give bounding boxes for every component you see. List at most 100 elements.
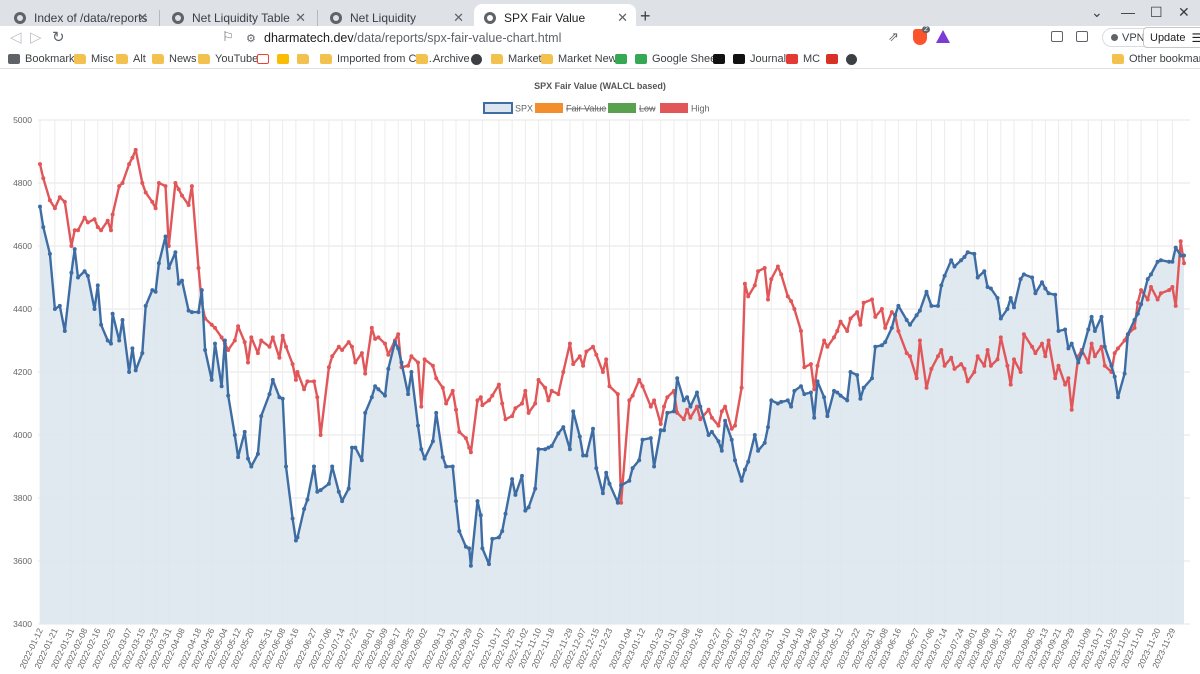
bookmark-folder[interactable] — [297, 51, 314, 67]
data-point-spx — [340, 499, 345, 504]
tab-net-liquidity[interactable]: Net Liquidity ✕ — [320, 4, 472, 32]
reload-icon[interactable]: ↻ — [52, 29, 65, 46]
data-point-spx — [952, 264, 957, 269]
data-point-high — [353, 360, 358, 365]
series-line-high — [38, 148, 1186, 504]
brave-rewards-icon[interactable] — [936, 30, 950, 43]
data-point-high — [959, 362, 964, 367]
data-point-spx — [893, 313, 898, 318]
data-point-spx — [487, 562, 491, 567]
data-point-spx — [904, 318, 909, 322]
bookmark-news[interactable]: News — [152, 51, 197, 67]
data-point-spx — [698, 404, 703, 409]
address-bar[interactable]: ⚙ dharmatech.dev/data/reports/spx-fair-v… — [238, 27, 950, 49]
update-button[interactable]: Update ☰ — [1143, 27, 1200, 48]
bookmark-misc[interactable]: Misc — [74, 51, 114, 67]
data-point-spx — [259, 414, 264, 419]
bookmark-label: MC — [803, 53, 821, 65]
bookmark-label: Market — [508, 53, 542, 65]
bookmark-sheets[interactable] — [615, 51, 632, 67]
y-tick-label: 3600 — [13, 556, 32, 566]
bookmark-page-icon[interactable]: ⚐ — [222, 29, 234, 44]
bookmark-bookmarks[interactable]: Bookmarks — [8, 51, 80, 67]
data-point-spx — [315, 489, 320, 494]
new-tab-button[interactable]: + — [640, 6, 651, 26]
bookmark-red[interactable] — [826, 51, 843, 67]
bookmark-site[interactable] — [471, 51, 487, 67]
data-point-spx — [959, 258, 964, 263]
data-point-spx — [594, 466, 599, 471]
data-point-high — [72, 228, 77, 233]
data-point-high — [373, 336, 378, 341]
bookmark-mc[interactable]: MC — [786, 51, 820, 67]
data-point-spx — [591, 426, 595, 431]
close-icon[interactable]: ✕ — [295, 10, 306, 25]
menu-icon[interactable]: ☰ — [1191, 30, 1200, 45]
sidebar-icon[interactable] — [1051, 31, 1063, 42]
bookmark-site-2[interactable] — [846, 51, 862, 67]
data-point-spx — [173, 250, 178, 255]
bookmark-alt[interactable]: Alt — [116, 51, 146, 67]
bookmark-sheet[interactable] — [277, 51, 294, 67]
tab-index-reports[interactable]: Index of /data/reports ✕ — [4, 4, 156, 32]
data-point-spx — [369, 395, 374, 400]
bookmark-gmail[interactable] — [257, 51, 274, 67]
bookmark-label: Alt — [133, 53, 146, 65]
data-point-high — [789, 299, 794, 304]
folder-icon — [491, 54, 503, 64]
bookmark-other[interactable]: Other bookmarks — [1112, 51, 1200, 67]
data-point-spx — [619, 483, 624, 488]
bookmark-imported[interactable]: Imported from Chr... — [320, 51, 435, 67]
forward-icon[interactable]: ▷ — [30, 29, 42, 46]
data-point-high — [468, 450, 473, 455]
bookmark-label: Market News — [558, 53, 623, 65]
data-point-spx — [82, 269, 87, 274]
bookmark-google-sheets[interactable]: Google Sheets — [635, 51, 725, 67]
data-point-high — [315, 395, 320, 400]
maximize-icon[interactable]: ☐ — [1150, 4, 1163, 20]
spx-fair-value-chart[interactable]: SPX Fair Value (WALCL based) SPX Fair Valu… — [0, 69, 1200, 674]
bookmark-market-news[interactable]: Market News — [541, 51, 622, 67]
bookmark-youtube[interactable]: YouTube — [198, 51, 258, 67]
share-icon[interactable]: ⇗ — [888, 29, 899, 44]
data-point-high — [709, 415, 714, 420]
toolbar: ◁ ▷ ↻ ⚐ ⚙ dharmatech.dev/data/reports/sp… — [0, 26, 1200, 50]
back-icon[interactable]: ◁ — [10, 29, 22, 46]
data-point-high — [284, 344, 288, 349]
data-point-high — [383, 341, 387, 346]
data-point-high — [1012, 357, 1016, 362]
close-window-icon[interactable]: ✕ — [1178, 4, 1190, 20]
data-point-spx — [1012, 305, 1016, 310]
data-point-high — [246, 360, 250, 365]
data-point-high — [1043, 354, 1048, 359]
bookmarks-bar: Bookmarks Misc Alt News YouTube Imported… — [0, 50, 1200, 69]
tab-net-liquidity-table[interactable]: Net Liquidity Table ✕ — [162, 4, 314, 32]
y-tick-label: 3800 — [13, 493, 32, 503]
data-point-high — [1139, 288, 1144, 293]
bookmark-market[interactable]: Market — [491, 51, 542, 67]
data-point-spx — [889, 325, 894, 330]
data-point-spx — [652, 464, 657, 469]
data-point-spx — [318, 488, 323, 493]
close-icon[interactable]: ✕ — [453, 10, 464, 25]
data-point-spx — [163, 234, 168, 239]
data-point-high — [917, 338, 922, 343]
close-icon[interactable]: ✕ — [617, 10, 628, 25]
close-icon[interactable]: ✕ — [137, 10, 148, 25]
bookmark-notion[interactable] — [713, 51, 730, 67]
chevron-down-icon[interactable]: ⌄ — [1091, 4, 1103, 20]
data-point-spx — [1040, 280, 1044, 285]
bookmark-journal[interactable]: Journal — [733, 51, 786, 67]
data-point-spx — [627, 478, 632, 483]
data-point-high — [675, 410, 680, 415]
bookmark-archive[interactable]: Archive — [416, 51, 470, 67]
brave-shields-icon[interactable]: 2 — [913, 26, 930, 45]
data-point-spx — [500, 529, 505, 534]
site-info-icon[interactable]: ⚙ — [246, 33, 256, 45]
data-point-high — [808, 362, 813, 367]
minimize-icon[interactable]: — — [1121, 4, 1135, 20]
data-point-high — [503, 417, 508, 422]
data-point-high — [965, 379, 970, 384]
spx-area-fill — [40, 206, 1184, 624]
wallet-icon[interactable] — [1076, 31, 1088, 42]
